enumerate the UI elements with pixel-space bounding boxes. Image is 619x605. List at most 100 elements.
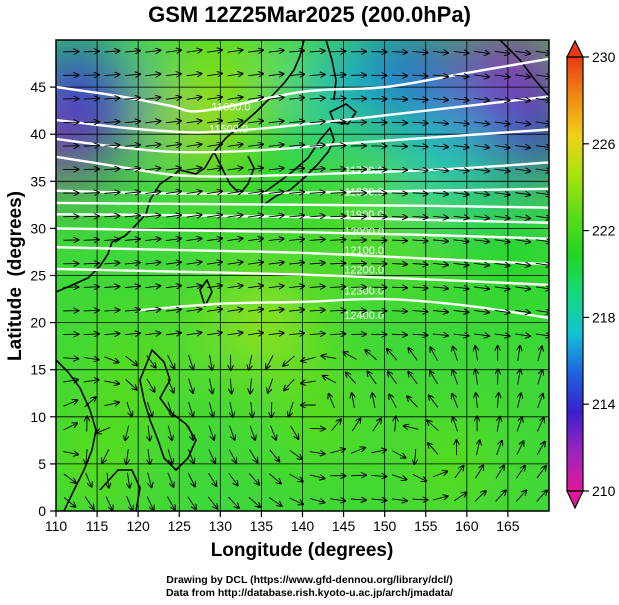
wind-arrow (432, 287, 448, 288)
wind-arrow (494, 310, 510, 312)
colorbar-tick-label-218: 218 (592, 309, 616, 325)
wind-arrow (309, 169, 325, 170)
y-tick-label-10: 10 (30, 409, 46, 425)
x-tick-label-150: 150 (373, 518, 397, 534)
wind-arrow (165, 168, 181, 170)
wind-arrow (537, 394, 543, 408)
wind-arrow (289, 286, 304, 288)
wind-arrow (350, 475, 366, 476)
wind-arrow (391, 474, 406, 480)
wind-arrow (453, 240, 469, 242)
field-patch-19 (56, 415, 146, 511)
wind-arrow (309, 333, 325, 334)
contour-label-11600.0: 11600.0 (212, 102, 251, 114)
wind-arrow (494, 216, 510, 218)
wind-arrow (188, 402, 193, 416)
wind-arrow (227, 309, 243, 311)
wind-arrow (165, 333, 181, 335)
wind-arrow (535, 146, 549, 148)
wind-arrow (167, 449, 172, 463)
wind-arrow (290, 425, 299, 439)
wind-arrow (536, 490, 547, 502)
wind-arrow (268, 121, 284, 123)
wind-arrow (289, 145, 304, 147)
wind-arrow (84, 397, 96, 408)
wind-arrow (515, 310, 530, 312)
credits: Drawing by DCL (https://www.gfd-dennou.o… (0, 574, 619, 600)
wind-arrow (248, 473, 259, 484)
wind-arrow (227, 215, 243, 217)
wind-arrow (268, 215, 284, 217)
wind-arrow (329, 394, 335, 408)
wind-arrow (371, 499, 386, 501)
wind-arrow (387, 349, 398, 361)
wind-arrow (535, 216, 549, 218)
wind-arrow (104, 356, 119, 362)
axes: 110 115 120 125 130 135 140 145 150 155 160 165 0 5 10… (30, 79, 519, 534)
wind-arrow (432, 193, 448, 194)
wind-arrow (289, 263, 304, 265)
wind-arrow (268, 262, 284, 264)
wind-arrow (165, 262, 181, 264)
x-tick-label-115: 115 (86, 518, 109, 534)
wind-arrow (289, 310, 304, 312)
wind-arrow (289, 98, 304, 100)
wind-arrow (268, 168, 284, 170)
wind-arrow (124, 263, 140, 264)
wind-arrow (453, 216, 469, 218)
wind-arrow (309, 286, 325, 287)
wind-arrow (518, 346, 520, 361)
wind-arrow (474, 334, 489, 336)
wind-arrow (412, 334, 427, 335)
wind-arrow (453, 310, 469, 312)
wind-arrow (126, 449, 128, 464)
wind-arrow (83, 122, 99, 123)
field-patch-2 (56, 57, 146, 154)
wind-arrow (248, 496, 260, 507)
wind-arrow (228, 496, 239, 508)
wind-arrow (432, 216, 448, 217)
wind-arrow (165, 74, 181, 76)
wind-arrow (391, 264, 407, 265)
wind-arrow (186, 238, 202, 240)
wind-arrow (289, 74, 304, 76)
wind-arrow (186, 286, 202, 288)
wind-arrow (494, 51, 510, 53)
contour-12200.0 (56, 246, 549, 266)
wind-arrow (145, 192, 160, 194)
wind-arrow (412, 122, 427, 123)
contour-label-12000.0: 12000.0 (344, 226, 384, 238)
wind-arrow (124, 286, 140, 287)
wind-arrow (268, 286, 284, 288)
wind-arrow (474, 51, 489, 53)
y-tick-label-20: 20 (30, 315, 46, 331)
wind-arrow (125, 425, 129, 441)
wind-arrow (124, 310, 140, 311)
y-axis-label: Latitude (degrees) (5, 191, 26, 361)
wind-arrow (365, 350, 377, 361)
wind-arrow (230, 401, 233, 417)
wind-arrow (104, 286, 119, 287)
wind-arrow (248, 121, 263, 123)
wind-arrow (145, 286, 160, 288)
wind-arrow (474, 122, 489, 124)
coastline-borneo (99, 469, 141, 511)
contour-label-12400.0: 12400.0 (344, 310, 384, 322)
wind-arrow (535, 122, 549, 124)
y-tick-label-25: 25 (30, 268, 46, 284)
wind-arrow (63, 423, 77, 431)
wind-arrow (63, 473, 76, 483)
wind-arrow (289, 215, 304, 217)
wind-arrow (330, 192, 345, 193)
wind-arrow (165, 286, 181, 288)
wind-arrow (368, 372, 377, 385)
wind-arrow (391, 334, 407, 335)
wind-arrow (289, 450, 302, 459)
wind-arrow (496, 441, 502, 456)
wind-arrow (165, 191, 181, 193)
wind-arrow (516, 441, 524, 456)
contour-label-11700.0: 11700.0 (345, 165, 384, 177)
coastline-taiwan (199, 279, 213, 307)
wind-arrow (188, 378, 193, 393)
